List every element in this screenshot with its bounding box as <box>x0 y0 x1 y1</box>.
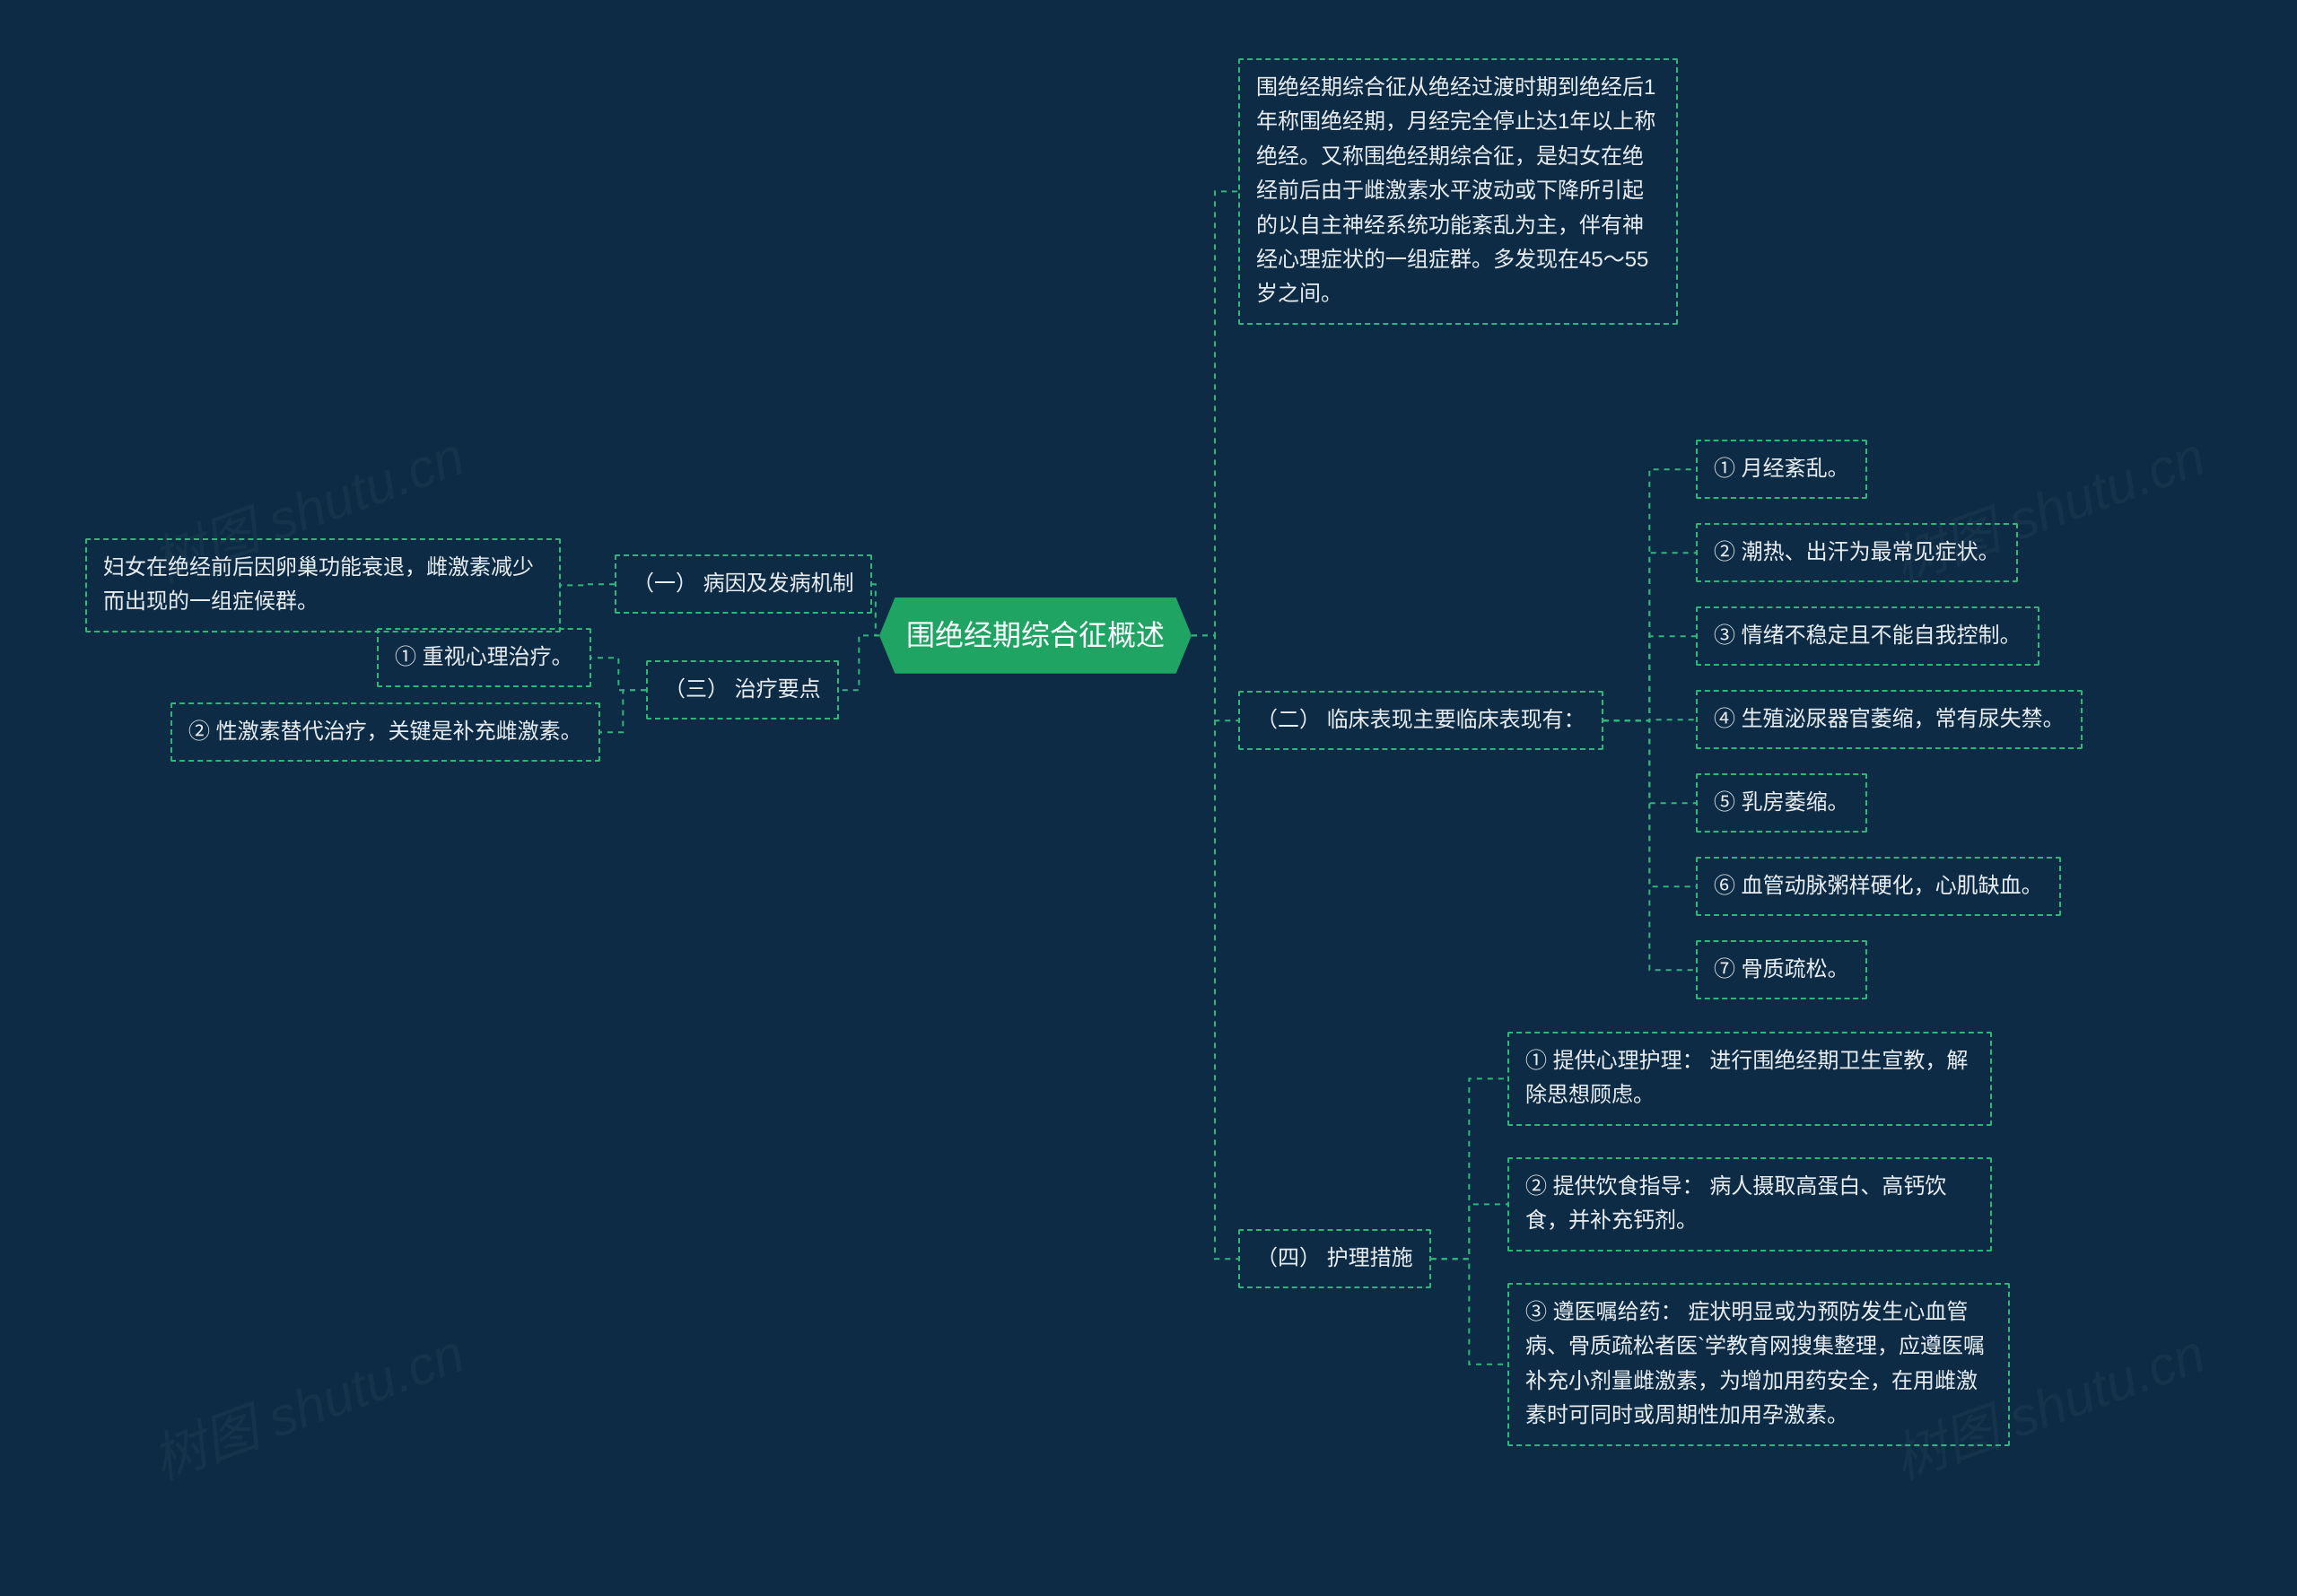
leaf-intro: 围绝经期综合征从绝经过渡时期到绝经后1年称围绝经期，月经完全停止达1年以上称绝经… <box>1238 58 1678 325</box>
leaf-section2-a: ① 月经紊乱。 <box>1696 440 1867 499</box>
branch-section2: （二） 临床表现主要临床表现有： <box>1238 691 1603 750</box>
leaf-section4-a: ① 提供心理护理： 进行围绝经期卫生宣教，解除思想顾虑。 <box>1507 1032 1992 1126</box>
mindmap-root: 围绝经期综合征概述 <box>879 597 1192 674</box>
leaf-section4-b: ② 提供饮食指导： 病人摄取高蛋白、高钙饮食，并补充钙剂。 <box>1507 1157 1992 1252</box>
branch-section4: （四） 护理措施 <box>1238 1229 1431 1288</box>
leaf-section3-a: ① 重视心理治疗。 <box>377 628 591 687</box>
leaf-section2-g: ⑦ 骨质疏松。 <box>1696 940 1867 999</box>
leaf-section2-b: ② 潮热、出汗为最常见症状。 <box>1696 523 2018 582</box>
leaf-section2-f: ⑥ 血管动脉粥样硬化，心肌缺血。 <box>1696 857 2061 916</box>
watermark: 树图 shutu.cn <box>140 1310 473 1495</box>
leaf-section2-c: ③ 情绪不稳定且不能自我控制。 <box>1696 606 2039 666</box>
leaf-section3-b: ② 性激素替代治疗，关键是补充雌激素。 <box>170 702 600 762</box>
leaf-section2-e: ⑤ 乳房萎缩。 <box>1696 773 1867 833</box>
leaf-section2-d: ④ 生殖泌尿器官萎缩，常有尿失禁。 <box>1696 690 2083 749</box>
branch-section3: （三） 治疗要点 <box>646 660 839 720</box>
branch-section1: （一） 病因及发病机制 <box>615 554 872 614</box>
leaf-section4-c: ③ 遵医嘱给药： 症状明显或为预防发生心血管病、骨质疏松者医`学教育网搜集整理，… <box>1507 1283 2010 1446</box>
leaf-section1-a: 妇女在绝经前后因卵巢功能衰退，雌激素减少而出现的一组症候群。 <box>85 538 561 632</box>
